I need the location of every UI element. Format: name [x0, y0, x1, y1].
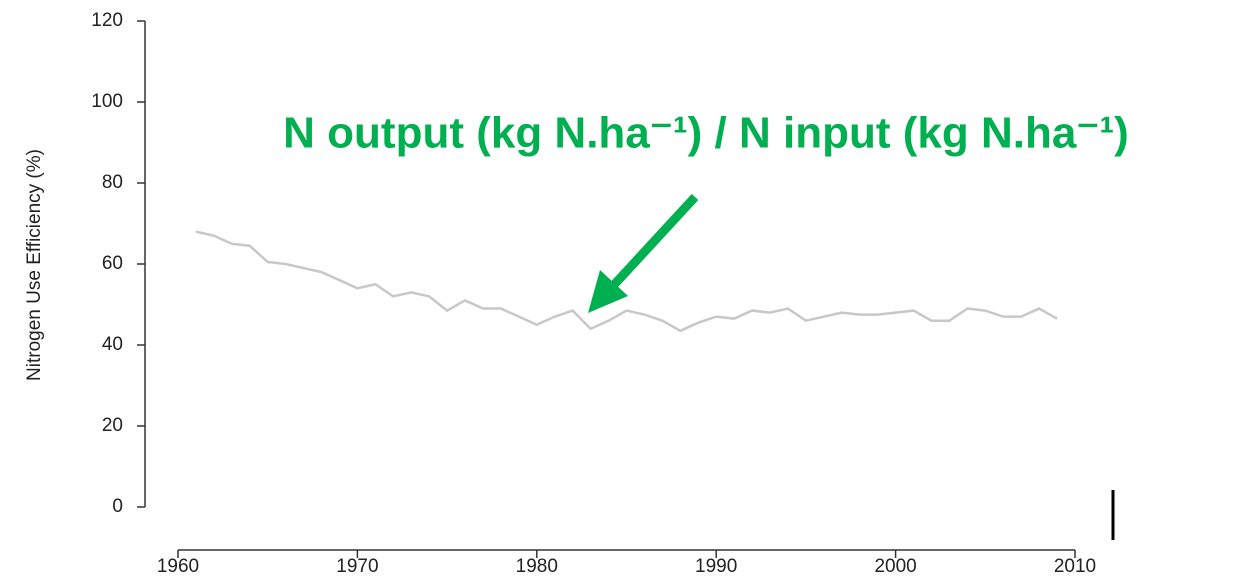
- annotation-arrow: [608, 193, 699, 291]
- annotation: N output (kg N.ha⁻¹) / N input (kg N.ha⁻…: [283, 109, 1129, 158]
- data-line: [195, 230, 1058, 333]
- y-tick-label: 100: [91, 91, 123, 112]
- annotation-arrowhead: [588, 270, 628, 313]
- y-tick-label: 0: [112, 496, 123, 517]
- x-tick-label: 1970: [336, 556, 378, 577]
- y-tick-label: 80: [102, 172, 123, 193]
- y-tick-label: 20: [102, 415, 123, 436]
- x-tick-label: 1960: [157, 556, 199, 577]
- x-tick-label: 2010: [1054, 556, 1096, 577]
- y-tick-label: 40: [102, 334, 123, 355]
- y-axis-label: Nitrogen Use Efficiency (%): [24, 149, 45, 381]
- x-tick-label: 1980: [516, 556, 558, 577]
- x-tick-label: 1990: [695, 556, 737, 577]
- y-tick-label: 120: [91, 10, 123, 31]
- y-tick-label: 60: [102, 253, 123, 274]
- x-tick-label: 2000: [874, 556, 916, 577]
